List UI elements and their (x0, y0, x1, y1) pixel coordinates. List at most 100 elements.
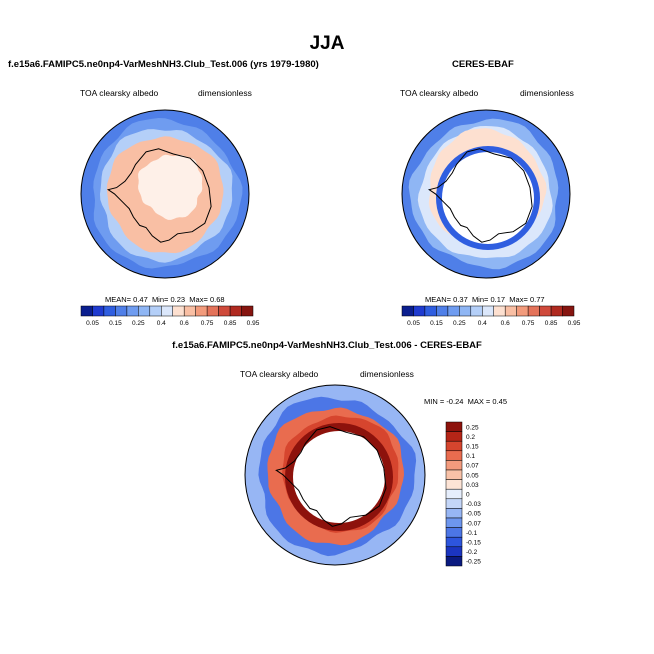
panel3-colorbar-swatch (445, 421, 463, 432)
panel3-colorbar-tick-label: -0.07 (466, 520, 481, 527)
panel2-units: dimensionless (520, 88, 574, 98)
panel3-units: dimensionless (360, 369, 414, 379)
panel2-colorbar-swatch (516, 305, 529, 317)
panel2-colorbar-swatch (493, 305, 506, 317)
panel3-colorbar-tick-label: -0.1 (466, 530, 478, 537)
panel2-colorbar-tick-label: 0.6 (501, 320, 510, 327)
panel3-max-label: MAX = (467, 397, 491, 406)
panel3-colorbar-swatch (445, 488, 463, 500)
panel3-colorbar-swatch (445, 460, 463, 471)
panel1-colorbar-swatch (195, 305, 208, 317)
panel3-colorbar-tick-label: 0.05 (466, 472, 479, 479)
panel1-colorbar-swatch (218, 305, 231, 317)
panel1-colorbar-tick-label: 0.6 (180, 320, 189, 327)
panel3-stats: MIN = -0.24 MAX = 0.45 (424, 398, 507, 406)
panel2-mean: 0.37 (453, 295, 468, 304)
panel3-polar-cap (293, 431, 385, 523)
panel1-colorbar-swatch (138, 305, 151, 317)
panel1-colorbar-swatch (183, 305, 196, 317)
panel3-min: -0.24 (446, 397, 464, 406)
panel1-variable: TOA clearsky albedo (80, 88, 159, 98)
panel3-colorbar-tick-label: -0.03 (466, 501, 481, 508)
panel1-mean: 0.47 (133, 295, 148, 304)
panel1-colorbar-swatch (206, 305, 219, 317)
panel3-min-label: MIN = (424, 397, 445, 406)
panel1-colorbar-tick-label: 0.4 (157, 320, 166, 327)
panel2-colorbar-swatch (447, 305, 460, 317)
panel1-polar-cap (138, 154, 203, 220)
panel2-colorbar-tick-label: 0.25 (453, 320, 466, 327)
panel2-colorbar-swatch (527, 305, 540, 317)
panel1-colorbar-tick-label: 0.05 (86, 320, 99, 327)
panel3-border (244, 384, 426, 566)
panel3-colorbar-swatch (445, 450, 463, 461)
panel3-colorbar-swatch (445, 527, 463, 538)
panel2-colorbar-tick-label: 0.05 (407, 320, 420, 327)
panel2-colorbar-tick-label: 0.75 (522, 320, 535, 327)
panel3-colorbar-tick-label: 0.03 (466, 482, 479, 489)
panel2-colorbar-swatch (401, 305, 414, 317)
main-title: JJA (309, 33, 345, 54)
panel1-colorbar-tick-label: 0.75 (201, 320, 214, 327)
panel2-coastline (427, 148, 533, 243)
panel2-max: 0.77 (529, 295, 545, 304)
panel3-colorbar-swatch (445, 517, 463, 528)
panel3-coastline (275, 426, 387, 527)
panel3-colorbar-swatch (445, 498, 463, 509)
panel1-units: dimensionless (198, 88, 252, 98)
panel1-colorbar-swatch (172, 305, 185, 317)
panel3-colorbar-tick-label: 0.1 (466, 453, 475, 460)
panel2-colorbar-swatch (562, 305, 575, 317)
panel2-colorbar-swatch (424, 305, 437, 317)
panel1-title: f.e15a6.FAMIPC5.ne0np4-VarMeshNH3.Club_T… (8, 59, 319, 70)
panel3-colorbar-swatch (445, 508, 463, 519)
panel2-colorbar-swatch (459, 305, 472, 317)
panel1-max: 0.68 (209, 295, 225, 304)
panel2-colorbar-swatch (504, 305, 517, 317)
panel2-colorbar-swatch (550, 305, 563, 317)
panel1-coastline (106, 148, 212, 243)
panel3-colorbar-tick-label: 0 (466, 492, 470, 499)
panel2-colorbar-tick-label: 0.85 (545, 320, 558, 327)
panel1-colorbar-tick-label: 0.85 (224, 320, 237, 327)
panel3-colorbar-swatch (445, 431, 463, 442)
panel2-colorbar-swatch (436, 305, 449, 317)
panel1-mean-label: MEAN= (105, 295, 132, 304)
panel1-max-label: Max= (189, 295, 208, 304)
panel3-colorbar-tick-label: -0.2 (466, 549, 478, 556)
panel2-max-label: Max= (509, 295, 528, 304)
panel3-title: f.e15a6.FAMIPC5.ne0np4-VarMeshNH3.Club_T… (172, 340, 482, 351)
panel3-colorbar-tick-label: 0.25 (466, 424, 479, 431)
panel3-colorbar-tick-label: 0.2 (466, 434, 475, 441)
panel1-colorbar-swatch (241, 305, 254, 317)
panel3-colorbar-tick-label: -0.25 (466, 559, 481, 566)
panel3-variable: TOA clearsky albedo (240, 369, 319, 379)
panel2-variable: TOA clearsky albedo (400, 88, 479, 98)
panel3-colorbar-swatch (445, 479, 463, 490)
panel2-stats: MEAN= 0.37 Min= 0.17 Max= 0.77 (425, 296, 545, 304)
panel3-colorbar-swatch (445, 556, 463, 567)
panel1-colorbar-tick-label: 0.25 (132, 320, 145, 327)
panel2-colorbar-tick-label: 0.95 (568, 320, 581, 327)
panel1-colorbar-tick-label: 0.95 (247, 320, 260, 327)
panel1-colorbar-swatch (126, 305, 139, 317)
panel3-colorbar-tick-label: 0.07 (466, 463, 479, 470)
panel1-map (80, 109, 250, 279)
panel1-colorbar-swatch (161, 305, 174, 317)
panel2-border (401, 109, 571, 279)
panel3-colorbar-swatch (445, 440, 463, 452)
panel2-min: 0.17 (490, 295, 506, 304)
panel2-title: CERES-EBAF (452, 59, 514, 70)
panel1-colorbar-swatch (103, 305, 116, 317)
panel2-map (401, 109, 571, 279)
panel3-colorbar-swatch (445, 536, 463, 548)
panel3-colorbar-tick-label: -0.05 (466, 511, 481, 518)
panel3-colorbar-tick-label: 0.15 (466, 444, 479, 451)
panel2-colorbar-tick-label: 0.4 (478, 320, 487, 327)
panel2-colorbar-swatch (413, 305, 426, 317)
panel3-colorbar-swatch (445, 546, 463, 557)
panel3-map (244, 384, 426, 566)
panel1-min: 0.23 (170, 295, 186, 304)
panel1-colorbar-swatch (92, 305, 105, 317)
